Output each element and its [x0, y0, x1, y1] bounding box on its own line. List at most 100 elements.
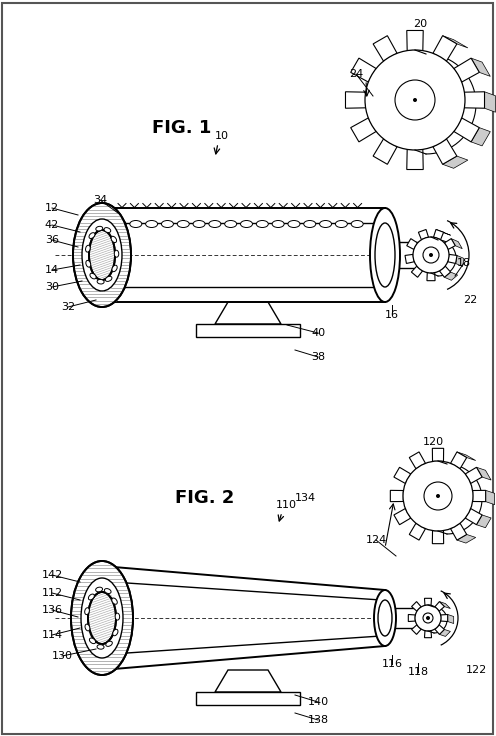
Ellipse shape — [177, 221, 189, 227]
Ellipse shape — [146, 221, 158, 227]
Circle shape — [424, 482, 452, 510]
Polygon shape — [439, 629, 450, 637]
Text: 122: 122 — [465, 665, 487, 675]
Polygon shape — [442, 35, 468, 48]
Polygon shape — [407, 238, 418, 250]
Polygon shape — [450, 523, 467, 540]
Polygon shape — [442, 156, 468, 169]
Polygon shape — [435, 625, 444, 634]
Text: 34: 34 — [93, 195, 107, 205]
Ellipse shape — [209, 221, 221, 227]
Ellipse shape — [304, 221, 316, 227]
Polygon shape — [346, 92, 366, 108]
Ellipse shape — [378, 600, 392, 636]
Polygon shape — [450, 452, 467, 469]
Circle shape — [426, 616, 430, 620]
Circle shape — [403, 461, 473, 531]
Polygon shape — [486, 490, 495, 505]
Polygon shape — [433, 448, 443, 461]
Ellipse shape — [96, 227, 103, 231]
Ellipse shape — [335, 221, 347, 227]
Polygon shape — [433, 35, 457, 61]
Text: 30: 30 — [45, 282, 59, 292]
Ellipse shape — [82, 219, 122, 291]
Ellipse shape — [351, 221, 363, 227]
Text: 130: 130 — [52, 651, 72, 661]
Ellipse shape — [256, 221, 268, 227]
Ellipse shape — [89, 230, 115, 280]
Polygon shape — [434, 230, 443, 240]
Polygon shape — [196, 692, 300, 705]
Ellipse shape — [85, 624, 90, 631]
Polygon shape — [477, 515, 491, 528]
Circle shape — [415, 605, 441, 631]
Polygon shape — [409, 523, 426, 540]
Polygon shape — [407, 30, 423, 51]
Polygon shape — [427, 272, 435, 280]
Ellipse shape — [161, 221, 174, 227]
Ellipse shape — [114, 250, 119, 257]
Circle shape — [365, 50, 465, 150]
Polygon shape — [433, 139, 457, 164]
Text: 134: 134 — [295, 493, 316, 503]
Polygon shape — [451, 238, 462, 249]
Ellipse shape — [97, 280, 104, 284]
Ellipse shape — [90, 273, 96, 279]
Polygon shape — [394, 467, 411, 484]
Polygon shape — [409, 452, 426, 469]
Text: 42: 42 — [45, 220, 59, 230]
Ellipse shape — [114, 221, 126, 227]
Polygon shape — [373, 139, 397, 164]
Circle shape — [436, 494, 440, 498]
Polygon shape — [435, 601, 444, 611]
Text: 136: 136 — [42, 605, 62, 615]
Text: 140: 140 — [308, 697, 328, 707]
Polygon shape — [471, 58, 491, 77]
Polygon shape — [448, 255, 457, 263]
Polygon shape — [473, 490, 486, 502]
Ellipse shape — [97, 645, 104, 649]
Ellipse shape — [288, 221, 300, 227]
Text: 24: 24 — [349, 69, 363, 79]
Ellipse shape — [85, 245, 90, 252]
Text: 40: 40 — [311, 328, 325, 338]
Text: FIG. 1: FIG. 1 — [152, 119, 211, 137]
Text: 116: 116 — [381, 659, 402, 669]
Ellipse shape — [111, 236, 117, 243]
Polygon shape — [456, 255, 464, 266]
Text: 38: 38 — [311, 352, 325, 362]
Polygon shape — [411, 266, 423, 277]
Ellipse shape — [370, 208, 400, 302]
Text: 16: 16 — [385, 310, 399, 320]
Polygon shape — [444, 238, 455, 250]
Ellipse shape — [113, 629, 118, 636]
Polygon shape — [454, 118, 479, 142]
Ellipse shape — [112, 598, 117, 604]
Circle shape — [429, 253, 433, 257]
Ellipse shape — [89, 638, 96, 643]
Ellipse shape — [374, 590, 396, 646]
Text: 36: 36 — [45, 235, 59, 245]
Text: 124: 124 — [366, 535, 386, 545]
Polygon shape — [436, 230, 450, 236]
Ellipse shape — [421, 242, 437, 268]
Text: 142: 142 — [41, 570, 62, 580]
Text: 20: 20 — [413, 19, 427, 29]
Ellipse shape — [106, 641, 112, 646]
Ellipse shape — [73, 203, 131, 307]
Circle shape — [395, 80, 435, 120]
Polygon shape — [440, 615, 448, 621]
Circle shape — [423, 613, 433, 623]
Polygon shape — [425, 598, 432, 605]
Polygon shape — [394, 509, 411, 525]
Polygon shape — [405, 255, 414, 263]
Ellipse shape — [130, 221, 142, 227]
Text: 14: 14 — [45, 265, 59, 275]
Text: 118: 118 — [407, 667, 429, 677]
Text: 32: 32 — [61, 302, 75, 312]
Polygon shape — [425, 631, 432, 637]
Polygon shape — [407, 149, 423, 169]
Ellipse shape — [419, 608, 431, 628]
Polygon shape — [448, 615, 454, 623]
Polygon shape — [477, 467, 491, 480]
